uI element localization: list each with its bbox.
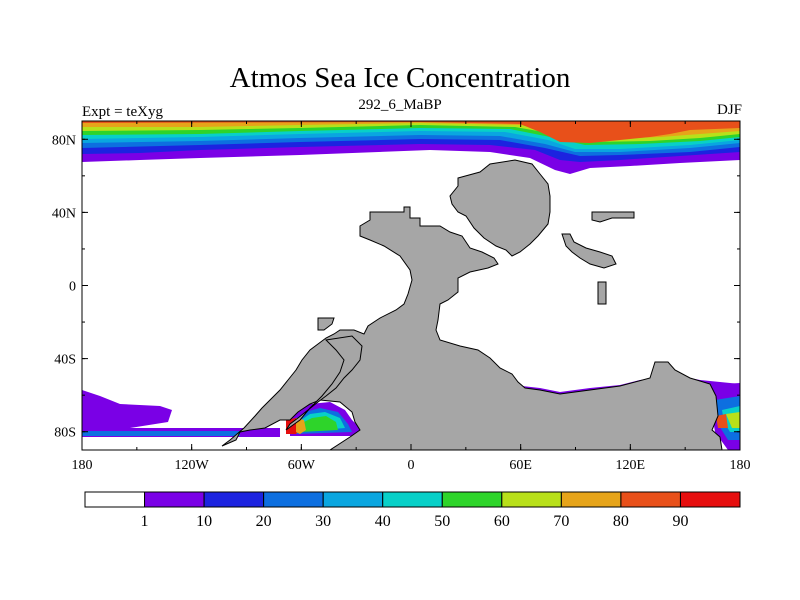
small-island (597, 281, 607, 305)
colorbar-swatch (84, 491, 146, 508)
colorbar-swatch (263, 491, 324, 508)
land-masses (221, 159, 723, 450)
x-tick-label: 60E (509, 458, 532, 473)
southern-tip-land (285, 335, 363, 431)
x-axis: 180 120W 60W 0 60E 120E 180 (72, 121, 751, 473)
eurasia-landmass (449, 159, 551, 257)
colorbar-swatch (560, 491, 622, 508)
colorbar-label: 30 (315, 513, 331, 530)
x-tick-label: 120E (616, 458, 646, 473)
southern-sea-ice-west (82, 390, 280, 437)
weddell-sea-ice (286, 402, 386, 436)
colorbar: 1 10 20 30 40 50 60 70 80 90 (84, 491, 741, 530)
map-subtitle: 292_6_MaBP (358, 97, 442, 113)
x-tick-label: 180 (72, 458, 93, 473)
northern-continent (221, 206, 723, 450)
colorbar-label: 20 (256, 513, 272, 530)
colorbar-swatch (322, 491, 384, 508)
x-tick-label: 180 (730, 458, 751, 473)
y-tick-label: 40N (52, 206, 76, 221)
y-tick-label: 80N (52, 133, 76, 148)
colorbar-swatch (620, 491, 681, 508)
x-tick-label: 120W (175, 458, 210, 473)
colorbar-label: 10 (196, 513, 212, 530)
colorbar-label: 90 (672, 513, 688, 530)
colorbar-swatch (679, 491, 741, 508)
y-tick-label: 80S (54, 426, 76, 441)
colorbar-label: 50 (434, 513, 450, 530)
colorbar-label: 40 (375, 513, 391, 530)
east-asia-peninsula (561, 233, 617, 269)
colorbar-label: 60 (494, 513, 510, 530)
season-label: DJF (716, 102, 742, 118)
colorbar-swatch (501, 491, 562, 508)
colorbar-swatch (144, 491, 205, 508)
experiment-label: Expt = teXyg (82, 104, 163, 120)
colorbar-label: 70 (553, 513, 569, 530)
colorbar-swatch (382, 491, 443, 508)
colorbar-swatch (441, 491, 503, 508)
x-tick-label: 0 (408, 458, 415, 473)
west-peninsula (317, 317, 335, 331)
map-plot-area (82, 121, 740, 450)
x-tick-label: 60W (288, 458, 316, 473)
asia-island (591, 211, 635, 223)
colorbar-swatch (203, 491, 265, 508)
arctic-sea-ice (82, 121, 740, 174)
y-tick-label: 40S (54, 353, 76, 368)
colorbar-label: 80 (613, 513, 629, 530)
y-axis: 80N 40N 0 40S 80S (52, 133, 740, 441)
y-tick-label: 0 (69, 280, 76, 295)
colorbar-label: 1 (141, 513, 149, 530)
map-title: Atmos Sea Ice Concentration (229, 62, 571, 94)
